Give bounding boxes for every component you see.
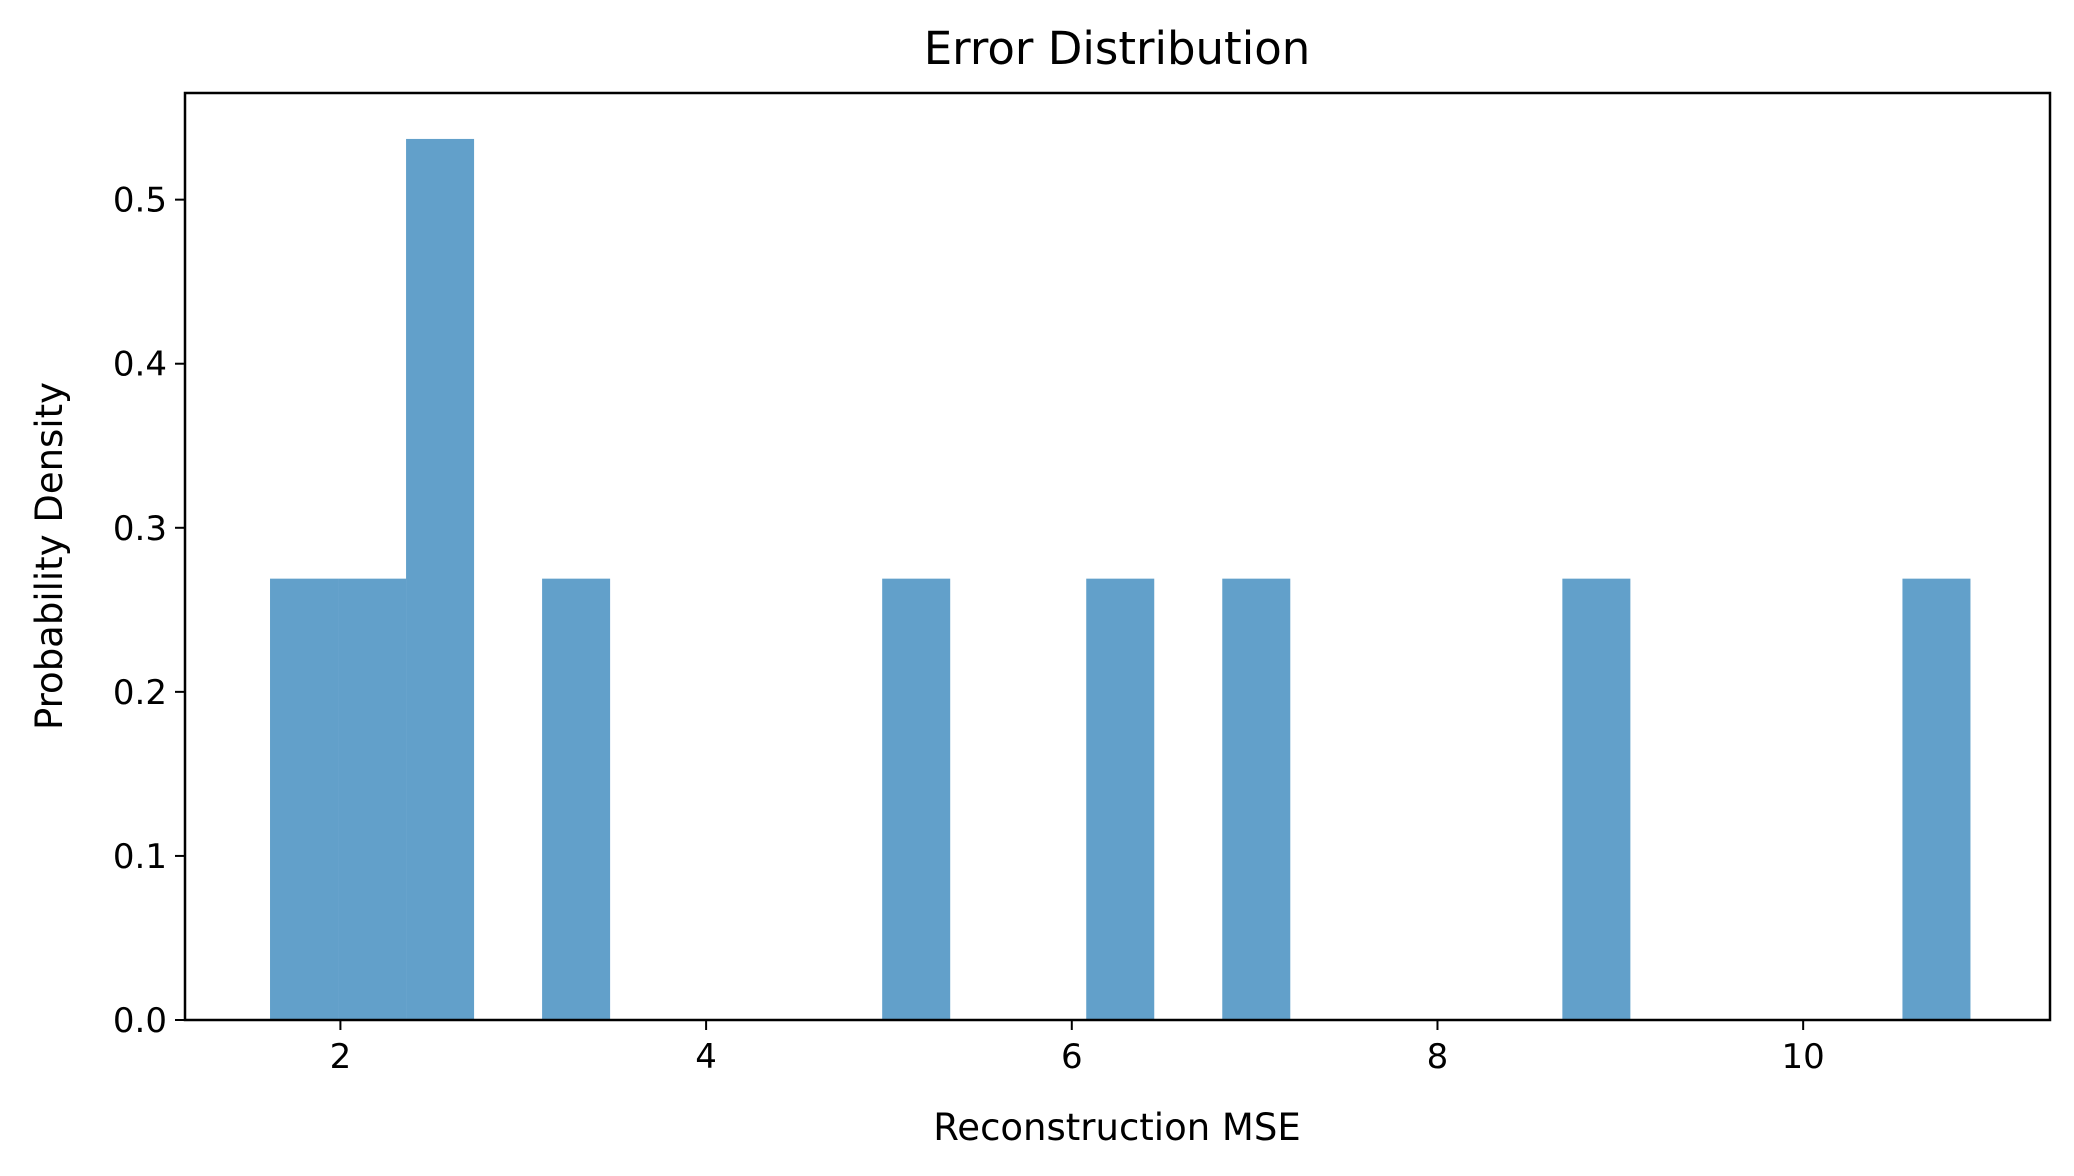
histogram-bar-5	[882, 578, 951, 1020]
y-tick-label: 0.2	[113, 673, 167, 713]
histogram-bar-4	[542, 578, 611, 1020]
histogram-bar-7	[1222, 578, 1291, 1020]
axes-frame	[183, 91, 2052, 1022]
chart-title: Error Distribution	[924, 22, 1311, 75]
y-tick-label: 0.3	[113, 509, 167, 549]
histogram-bar-9	[1902, 578, 1971, 1020]
x-axis-label: Reconstruction MSE	[933, 1106, 1300, 1149]
histogram-bar-6	[1086, 578, 1155, 1020]
x-tick-label: 10	[1782, 1037, 1825, 1077]
y-axis-ticks: 0.0 0.1 0.2 0.3 0.4 0.5	[113, 181, 185, 1041]
x-tick-label: 8	[1427, 1037, 1449, 1077]
histogram-bar-2	[338, 578, 407, 1020]
histogram-bar-1	[270, 578, 339, 1020]
x-axis-ticks: 2 4 6 8 10	[330, 1020, 1825, 1077]
x-tick-label: 6	[1061, 1037, 1083, 1077]
histogram-bar-8	[1562, 578, 1631, 1020]
x-tick-label: 2	[330, 1037, 352, 1077]
y-tick-label: 0.5	[113, 181, 167, 221]
y-tick-label: 0.4	[113, 345, 167, 385]
y-tick-label: 0.1	[113, 837, 167, 877]
y-tick-label: 0.0	[113, 1001, 167, 1041]
bars-group	[270, 138, 1971, 1020]
y-axis-label: Probability Density	[28, 382, 71, 730]
histogram-bar-3	[406, 138, 475, 1020]
x-tick-label: 4	[695, 1037, 717, 1077]
